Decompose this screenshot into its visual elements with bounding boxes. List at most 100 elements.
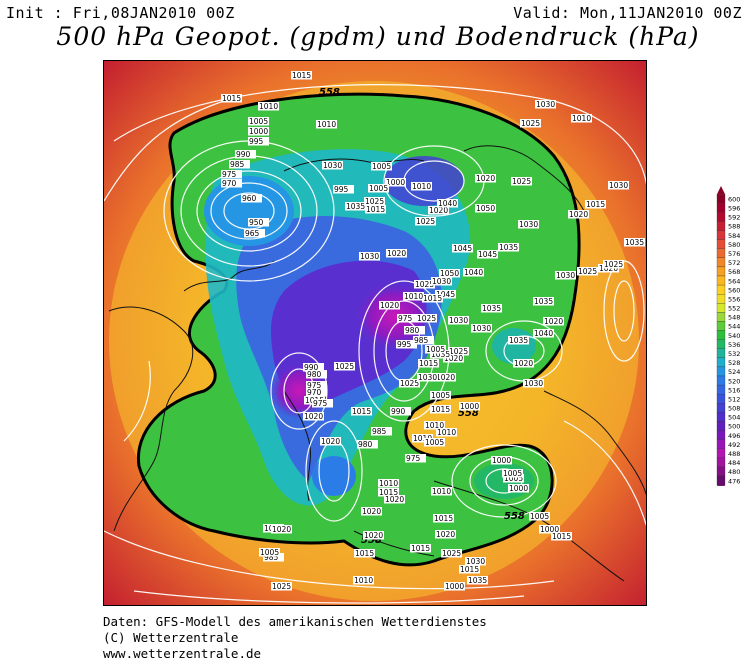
- pressure-label: 1030: [418, 373, 437, 382]
- pressure-label: 1050: [440, 269, 459, 278]
- legend-value: 544: [728, 323, 740, 331]
- pressure-label-bg: [359, 252, 380, 261]
- pressure-label: 975: [222, 170, 237, 179]
- pressure-label-bg: [603, 260, 624, 269]
- pressure-label: 995: [334, 185, 349, 194]
- pressure-label: 1020: [385, 495, 404, 504]
- contour-558-label-south: 558: [504, 511, 525, 522]
- legend-value: 496: [728, 432, 740, 440]
- pressure-label: 1020: [272, 525, 291, 534]
- pressure-label: 1010: [259, 102, 278, 111]
- legend-value: 484: [728, 459, 740, 467]
- pressure-label: 960: [242, 194, 257, 203]
- pressure-label: 1010: [425, 421, 444, 430]
- pressure-label-bg: [405, 454, 426, 463]
- legend-value: 540: [728, 332, 740, 340]
- pressure-label: 1045: [453, 244, 472, 253]
- pressure-label-bg: [371, 427, 392, 436]
- legend-top-arrow: [717, 186, 725, 195]
- pressure-label-bg: [248, 117, 269, 126]
- pressure-label: 1030: [432, 277, 451, 286]
- legend-swatch: [716, 475, 726, 486]
- pressure-label-bg: [424, 438, 445, 447]
- legend-value: 500: [728, 423, 740, 431]
- pressure-label-bg: [491, 456, 512, 465]
- legend-swatch: [716, 375, 726, 386]
- pressure-label: 980: [307, 370, 322, 379]
- pressure-label-bg: [435, 530, 456, 539]
- pressure-label-bg: [481, 304, 502, 313]
- pressure-label-bg: [430, 391, 451, 400]
- pressure-label: 1010: [413, 434, 432, 443]
- pressure-label: 1025: [578, 267, 597, 276]
- pressure-label-bg: [533, 329, 554, 338]
- pressure-label-bg: [511, 177, 532, 186]
- pressure-label-bg: [523, 379, 544, 388]
- pressure-label-bg: [306, 370, 327, 379]
- legend-value: 556: [728, 295, 740, 303]
- legend-value: 580: [728, 241, 740, 249]
- pressure-label: 1020: [362, 507, 381, 516]
- pressure-label: 1010: [432, 487, 451, 496]
- pressure-label-bg: [397, 314, 418, 323]
- pressure-label: 1005: [249, 117, 268, 126]
- legend-swatch: [716, 275, 726, 286]
- pressure-label-bg: [452, 244, 473, 253]
- pressure-label-bg: [465, 557, 486, 566]
- pressure-label-bg: [271, 582, 292, 591]
- legend-value: 548: [728, 314, 740, 322]
- pressure-label: 1020: [544, 317, 563, 326]
- pressure-label-bg: [502, 469, 523, 478]
- legend-value: 516: [728, 386, 740, 394]
- contour-558-label-top: 558: [319, 87, 340, 98]
- pressure-label-bg: [386, 249, 407, 258]
- pressure-label: 950: [249, 218, 264, 227]
- pressure-label-bg: [345, 202, 366, 211]
- footer: Daten: GFS-Modell des amerikanischen Wet…: [103, 614, 487, 662]
- legend-swatch: [716, 212, 726, 222]
- pressure-label: 1020: [304, 412, 323, 421]
- blue-low-north: [384, 156, 464, 206]
- pressure-label: 1020: [321, 437, 340, 446]
- pressure-label-bg: [448, 316, 469, 325]
- pressure-label-bg: [415, 217, 436, 226]
- pressure-label-bg: [303, 363, 324, 372]
- legend-swatch: [716, 394, 726, 404]
- pressure-label: 1005: [431, 391, 450, 400]
- pressure-label: 1020: [476, 174, 495, 183]
- legend-swatch: [716, 221, 726, 231]
- pressure-label: 1025: [521, 119, 540, 128]
- pressure-label-bg: [334, 362, 355, 371]
- pressure-label: 1025: [365, 197, 384, 206]
- pressure-label: 1005: [260, 548, 279, 557]
- pressure-label-bg: [424, 421, 445, 430]
- pressure-label-bg: [244, 229, 265, 238]
- pressure-label-bg: [258, 102, 279, 111]
- pressure-label-bg: [529, 512, 550, 521]
- pressure-label: 1015: [355, 549, 374, 558]
- pressure-label-bg: [384, 495, 405, 504]
- legend-swatch: [716, 194, 726, 204]
- pressure-label-bg: [361, 507, 382, 516]
- pressure-label-bg: [431, 277, 452, 286]
- legend-swatch: [716, 348, 726, 358]
- pressure-label-bg: [351, 407, 372, 416]
- legend-value: 504: [728, 414, 740, 422]
- pressure-label-bg: [436, 428, 457, 437]
- pressure-label-bg: [379, 301, 400, 310]
- pressure-label: 1015: [292, 71, 311, 80]
- pressure-label-bg: [306, 388, 327, 397]
- pressure-label-bg: [543, 317, 564, 326]
- pressure-label: 1010: [404, 292, 423, 301]
- pressure-label: 1025: [335, 362, 354, 371]
- legend-value: 576: [728, 250, 740, 258]
- pressure-label: 985: [264, 553, 279, 562]
- legend-swatch: [716, 466, 726, 477]
- pressure-label-bg: [513, 359, 534, 368]
- chart-title: 500 hPa Geopot. (gpdm) und Bodendruck (h…: [56, 22, 700, 51]
- contour-558-label-east: 558: [458, 408, 479, 419]
- legend-value: 600: [728, 195, 740, 203]
- pressure-label: 1035: [482, 304, 501, 313]
- pressure-label: 975: [313, 399, 328, 408]
- pressure-label-bg: [437, 199, 458, 208]
